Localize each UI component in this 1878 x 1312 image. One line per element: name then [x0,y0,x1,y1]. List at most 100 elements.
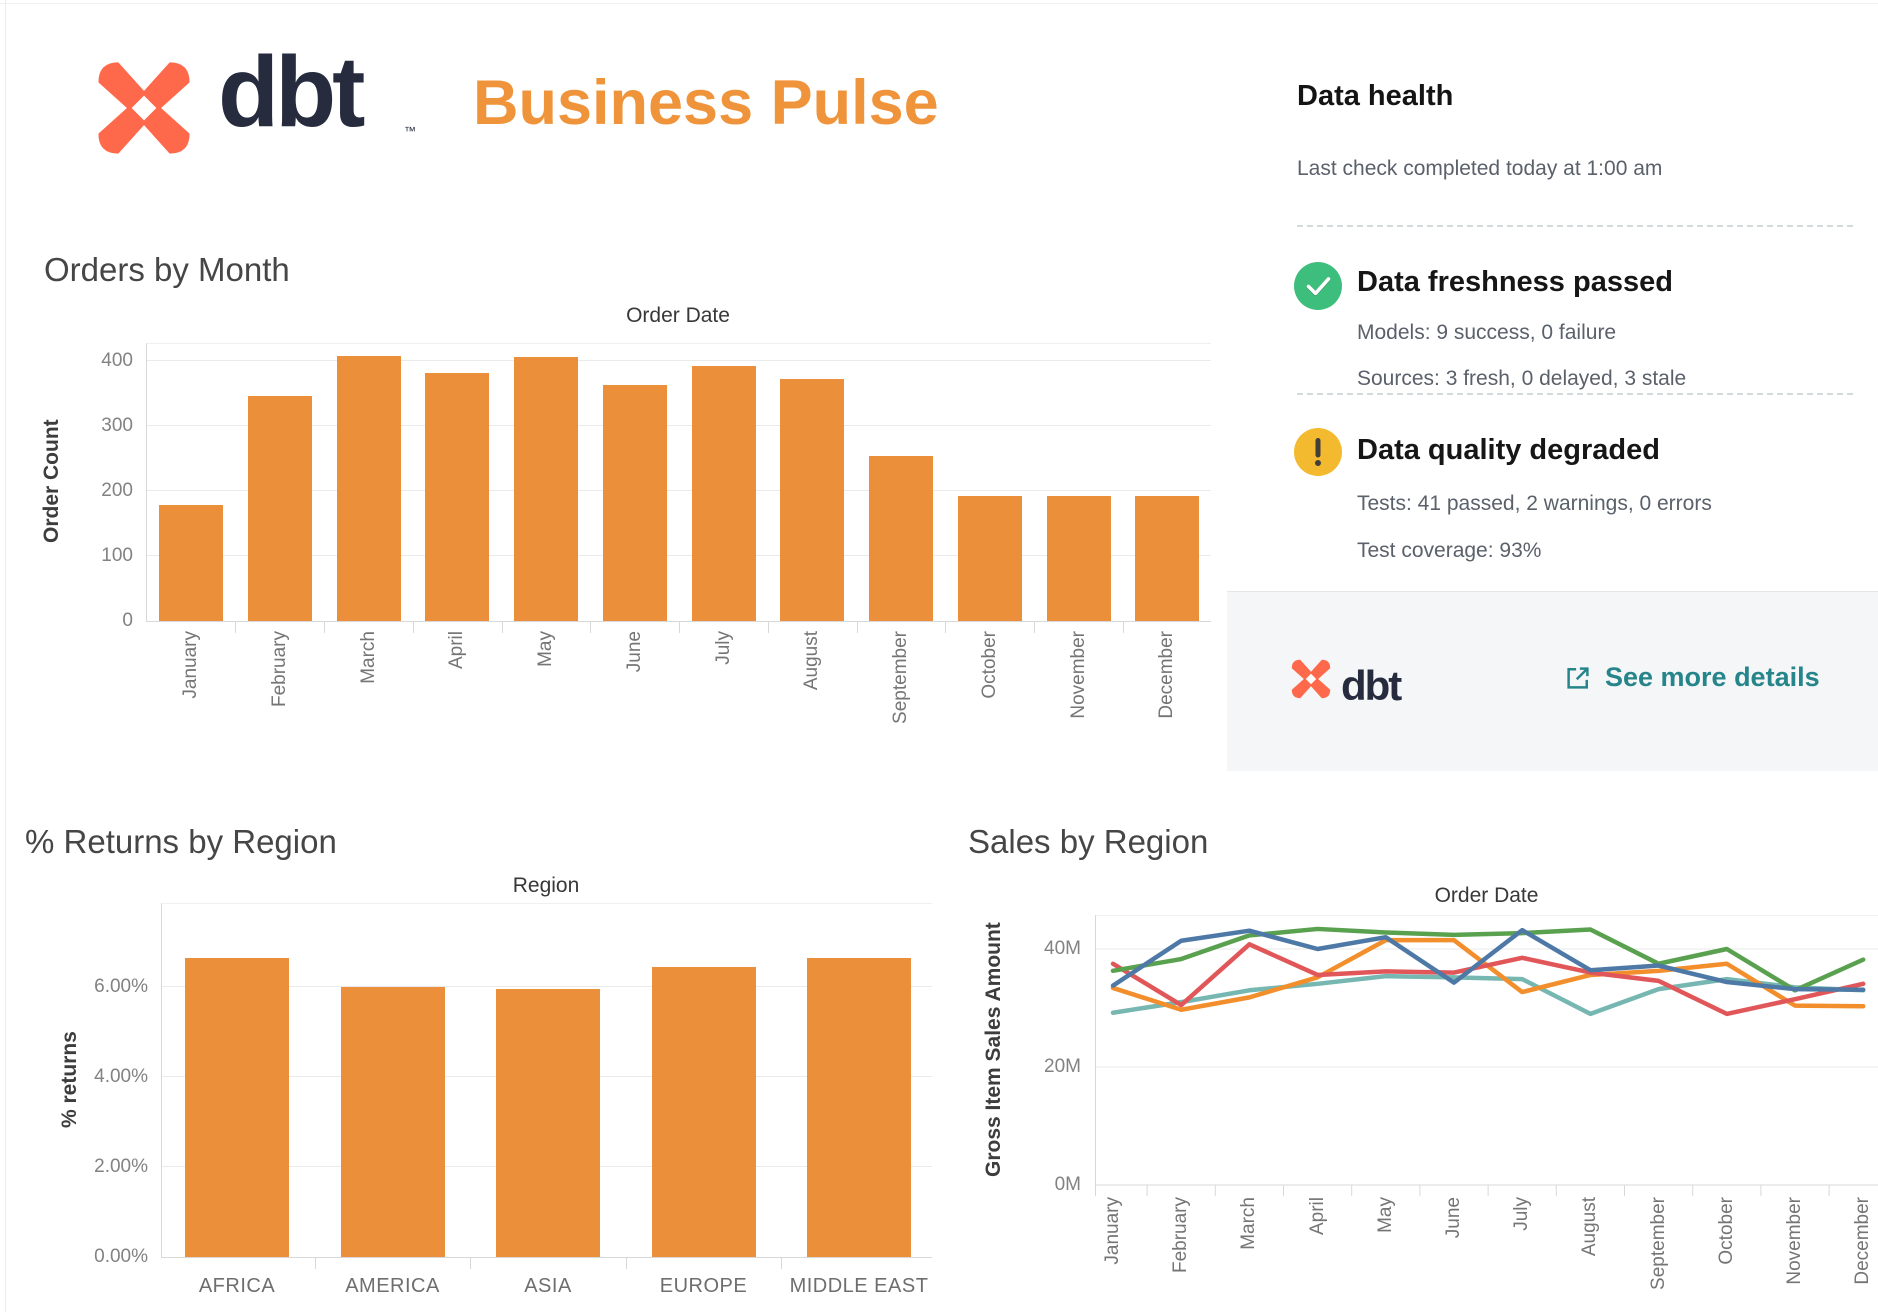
bar-september[interactable] [869,455,933,621]
y-tick-label: 2.00% [94,1156,148,1177]
data-health-footer: dbt See more details [1227,591,1878,771]
data-health-subtitle: Last check completed today at 1:00 am [1297,157,1663,180]
footer-brand-wordmark: dbt [1341,662,1402,709]
x-tick-label-middle-east: MIDDLE EAST [789,1275,929,1297]
x-axis-tick [324,622,326,633]
orders-axis-title: Order Date [626,304,730,327]
y-tick-label: 100 [101,545,133,566]
freshness-sources-line: Sources: 3 fresh, 0 delayed, 3 stale [1357,367,1687,390]
data-health-title: Data health [1297,80,1454,112]
x-tick-label-february: February [1170,1197,1192,1274]
x-tick-label-asia: ASIA [524,1275,572,1297]
line-series-teal[interactable] [1110,973,1866,1017]
y-tick-label: 300 [101,415,133,436]
returns-chart-title: % Returns by Region [25,823,337,860]
x-tick-label-october: October [1715,1197,1737,1265]
see-more-details-label: See more details [1605,662,1820,692]
x-tick-label-september: September [890,631,911,724]
x-axis-tick [1122,622,1124,633]
orders-y-axis-label: Order Count [40,419,63,544]
x-tick-label-november: November [1067,631,1089,719]
x-axis-tick [470,1258,472,1269]
x-tick-label-europe: EUROPE [659,1275,748,1297]
window-top-border [0,3,1878,4]
x-tick-label-january: January [1102,1197,1123,1265]
x-tick-label-america: AMERICA [345,1275,440,1297]
x-tick-label-april: April [446,631,468,670]
line-series-orange[interactable] [1110,937,1866,1013]
sales-lines-canvas [1095,915,1878,1196]
x-tick-label-august: August [801,631,823,691]
x-axis-tick [501,622,503,633]
sales-chart-title: Sales by Region [968,823,1209,860]
x-tick-label-africa: AFRICA [198,1275,276,1297]
line-series-green[interactable] [1110,926,1866,993]
bar-november[interactable] [1046,496,1111,621]
bar-october[interactable] [957,495,1022,621]
dbt-logo-icon [1291,659,1331,699]
bar-february[interactable] [247,396,312,621]
x-tick-label-july: July [1511,1197,1533,1231]
quality-coverage-line: Test coverage: 93% [1357,539,1542,562]
bar-july[interactable] [691,366,756,621]
x-tick-label-october: October [978,631,1000,699]
x-tick-label-february: February [268,631,290,708]
y-tick-label: 40M [1044,938,1081,959]
y-tick-label: 6.00% [94,976,148,997]
x-axis-tick [856,622,858,633]
x-axis-tick [679,622,681,633]
y-tick-label: 0.00% [94,1246,148,1267]
sales-y-axis-label: Gross Item Sales Amount [982,922,1005,1178]
see-more-details-link[interactable]: See more details [1563,662,1820,693]
x-axis-tick [781,1258,783,1269]
x-tick-label-march: March [357,631,379,684]
returns-y-axis-label: % returns [58,1031,81,1128]
line-series-blue[interactable] [1110,927,1866,992]
bar-middle-east[interactable] [807,957,911,1257]
bar-africa[interactable] [185,957,289,1257]
bar-december[interactable] [1135,495,1200,621]
bar-march[interactable] [336,355,401,621]
x-axis-tick [314,1258,316,1269]
bar-january[interactable] [159,505,223,621]
bar-august[interactable] [780,379,845,621]
y-tick-label: 200 [101,480,133,501]
x-tick-label-june: June [623,631,645,673]
x-tick-label-september: September [1647,1197,1669,1290]
orders-chart-title: Orders by Month [44,251,290,288]
x-tick-label-june: June [1443,1197,1464,1239]
bar-may[interactable] [514,357,578,621]
bar-america[interactable] [340,987,445,1257]
brand-wordmark: dbt [218,36,365,148]
bar-june[interactable] [602,385,667,621]
x-tick-label-may: May [535,631,556,667]
window-left-border [5,0,6,1312]
x-tick-label-august: August [1579,1197,1601,1257]
x-axis-tick [1034,622,1036,633]
y-tick-label: 400 [101,350,133,371]
divider [1297,393,1853,395]
x-axis-tick [945,622,947,633]
x-tick-label-march: March [1238,1197,1260,1250]
x-tick-label-december: December [1156,631,1178,719]
x-axis-tick [625,1258,627,1269]
returns-plot-area: 0.00% 2.00% 4.00% 6.00% AFRICA AMERICA ASIA EUR… [94,903,932,1297]
bar-april[interactable] [425,372,490,621]
sales-plot-area: 0M 20M 40M January February March April May June… [1044,915,1878,1290]
freshness-status-title: Data freshness passed [1357,266,1673,298]
gridline [147,425,1211,426]
line-series-red[interactable] [1110,942,1866,1017]
x-tick-label-november: November [1784,1197,1805,1285]
gridline [147,490,1211,491]
x-tick-label-january: January [180,631,201,699]
x-tick-label-july: July [712,631,734,665]
sales-axis-title: Order Date [1434,884,1539,907]
bar-asia[interactable] [496,989,600,1257]
y-tick-label: 0 [122,610,133,631]
quality-tests-line: Tests: 41 passed, 2 warnings, 0 errors [1357,492,1712,515]
gridline [162,986,932,987]
dbt-logo-icon [98,62,190,154]
orders-plot-area: 0 100 200 300 400 January February March April Ma… [101,343,1211,724]
bar-europe[interactable] [651,966,756,1257]
y-tick-label: 4.00% [94,1066,148,1087]
